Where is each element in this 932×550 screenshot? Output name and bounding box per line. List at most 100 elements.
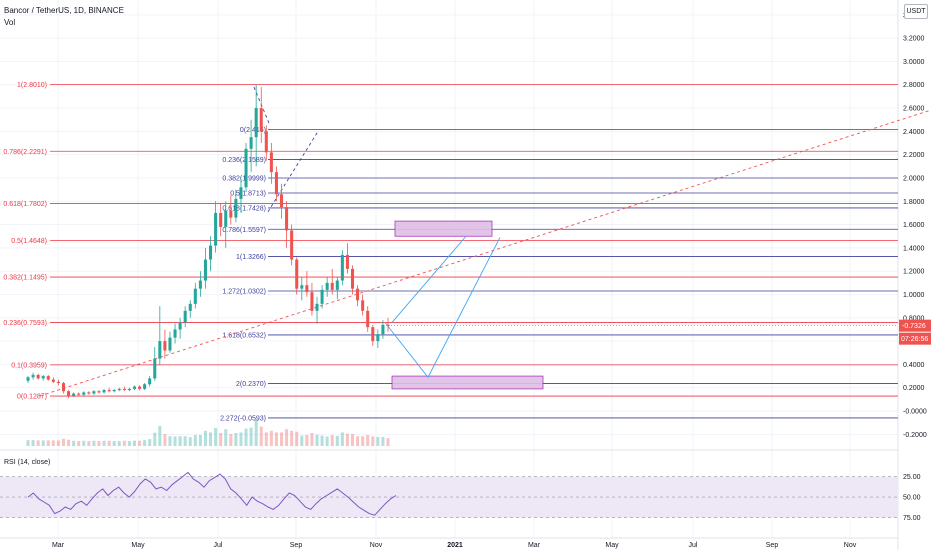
volume-bar <box>300 436 303 446</box>
candle-body <box>153 359 156 379</box>
time-tick-label: Sep <box>290 542 303 549</box>
volume-bar <box>280 432 283 446</box>
volume-bar <box>371 436 374 446</box>
volume-bar <box>123 441 126 446</box>
volume-bar <box>270 431 273 446</box>
candle-body <box>376 334 379 341</box>
candle-body <box>179 322 182 329</box>
price-axis[interactable]: 3.40003.20003.00002.80002.60002.40002.20… <box>903 12 927 522</box>
candle-body <box>143 384 146 389</box>
current-price-label: -0.7326 <box>902 323 926 330</box>
candle-body <box>275 172 278 194</box>
volume-bar <box>285 429 288 446</box>
candle-body <box>163 341 166 350</box>
candle-body <box>381 325 384 334</box>
volume-bar <box>62 439 65 446</box>
candle-body <box>133 387 136 389</box>
fib-extension-label: 2(0.2370) <box>236 381 266 388</box>
volume-bar <box>386 438 389 446</box>
candle-body <box>300 285 303 288</box>
candle-body <box>315 304 318 311</box>
candle-body <box>239 187 242 199</box>
candle-body <box>184 311 187 323</box>
volume-bar <box>92 441 95 446</box>
currency-badge[interactable]: USDT <box>904 4 928 19</box>
time-axis[interactable]: Mar May Jul Sep Nov 2021 Mar May Jul Sep Nov <box>52 542 857 549</box>
rsi-band <box>0 477 898 518</box>
time-tick-label: Mar <box>52 542 65 549</box>
volume-bar <box>189 437 192 446</box>
volume-bar <box>138 441 141 446</box>
volume-bar <box>103 441 106 446</box>
price-tick-label: 3.0000 <box>903 59 925 66</box>
candle-body <box>108 390 111 391</box>
candle-body <box>280 194 283 207</box>
fib-retracement-label: 0.382(1.1495) <box>3 275 47 282</box>
target-zones[interactable] <box>392 221 543 389</box>
candle-body <box>128 389 131 390</box>
volume-bar <box>199 435 202 446</box>
price-tick-label: -0.2000 <box>903 432 927 439</box>
candle-body <box>214 213 217 246</box>
candle-body <box>341 255 344 281</box>
volume-bar <box>305 435 308 446</box>
volume-bar <box>290 431 293 446</box>
candle-body <box>67 391 70 396</box>
candle-body <box>326 283 329 290</box>
fib-retracement-label: 0.236(0.7593) <box>3 320 47 327</box>
time-tick-label: Sep <box>766 542 779 549</box>
countdown-label: 07:26:56 <box>901 336 928 343</box>
candle-body <box>346 255 349 269</box>
volume-bar <box>229 434 232 446</box>
volume-bar <box>179 436 182 446</box>
fib-retracement-label: 0(0.1287) <box>17 394 47 401</box>
volume-bar <box>133 441 136 446</box>
candle-body <box>295 260 298 289</box>
time-tick-label: Jul <box>689 542 698 549</box>
grid-lines <box>0 0 898 550</box>
price-tick-label: 1.0000 <box>903 292 925 299</box>
trend-lines[interactable] <box>40 87 930 396</box>
volume-bar <box>143 440 146 446</box>
fib-extension-label: 0.382(1.9999) <box>222 175 266 182</box>
volume-bar <box>204 431 207 446</box>
volume-bar <box>331 435 334 446</box>
rsi-tick-label: 25.00 <box>903 474 921 481</box>
candle-body <box>158 341 161 358</box>
symbol-title[interactable]: Bancor / TetherUS, 1D, BINANCE <box>4 6 124 15</box>
price-tick-label: 2.2000 <box>903 152 925 159</box>
volume-bar <box>214 428 217 446</box>
volume-bar <box>209 432 212 446</box>
candle-body <box>32 375 35 377</box>
volume-bar <box>42 440 45 446</box>
volume-bar <box>219 433 222 446</box>
volume-bar <box>77 441 80 446</box>
volume-bar <box>108 441 111 446</box>
candle-body <box>189 304 192 311</box>
volume-bar <box>97 441 100 446</box>
candle-body <box>310 292 313 311</box>
volume-bar <box>366 435 369 446</box>
candle-body <box>270 152 273 172</box>
candle-body <box>209 246 212 260</box>
candle-body <box>72 394 75 396</box>
fib-extension-label: 1(1.3266) <box>236 254 266 261</box>
volume-bar <box>239 432 242 446</box>
volume-bar <box>113 441 116 446</box>
volume-bar <box>260 427 263 446</box>
volume-bar <box>47 440 50 446</box>
candle-body <box>194 289 197 304</box>
volume-bar <box>184 436 187 446</box>
fib-retracement-label: 1(2.8010) <box>17 82 47 89</box>
fib-extension-label: 1.618(0.6532) <box>222 332 266 339</box>
candle-body <box>234 199 237 218</box>
volume-bar <box>245 429 248 446</box>
volume-bar <box>315 435 318 446</box>
volume-bar <box>361 436 364 446</box>
fib-retracement-label: 0.618(1.7802) <box>3 201 47 208</box>
candle-body <box>174 329 177 337</box>
candle-body <box>82 392 85 394</box>
target-zone-upper <box>395 221 492 236</box>
price-tick-label: 1.2000 <box>903 269 925 276</box>
